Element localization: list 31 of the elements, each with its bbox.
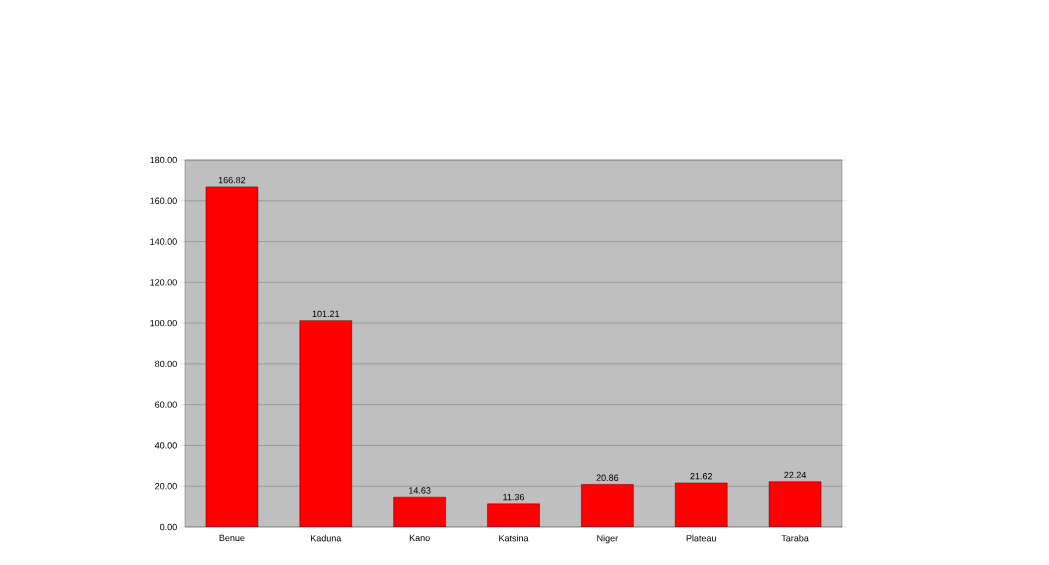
y-tick-label: 80.00 (155, 360, 177, 368)
bar (487, 503, 540, 527)
y-tick-label: 60.00 (155, 401, 177, 408)
data-label: 11.36 (503, 493, 525, 501)
data-label: 20.86 (596, 474, 619, 481)
y-tick-label: 100.00 (150, 319, 177, 327)
x-tick-label: Kano (409, 534, 430, 542)
y-tick-label: 180.00 (150, 156, 177, 164)
data-label: 21.62 (690, 473, 713, 480)
data-label: 101.21 (312, 310, 340, 318)
x-tick-label: Benue (219, 534, 245, 542)
bar (675, 482, 728, 527)
x-tick-label: Niger (597, 534, 618, 544)
x-tick-label: Katsina (499, 534, 529, 542)
bar (299, 320, 352, 527)
bar (205, 186, 259, 527)
y-tick-label: 120.00 (150, 279, 177, 286)
bar (581, 484, 634, 527)
data-label: 14.63 (409, 487, 431, 494)
x-tick-label: Plateau (686, 534, 716, 542)
x-tick-label: Taraba (781, 534, 809, 542)
y-tick-label: 0.00 (160, 523, 177, 531)
y-tick-label: 20.00 (155, 483, 177, 490)
x-tick-label: Kaduna (311, 534, 342, 542)
data-label: 166.82 (218, 176, 246, 184)
y-tick-label: 140.00 (150, 238, 177, 245)
bar (393, 496, 446, 527)
bar (768, 481, 822, 527)
data-label: 22.24 (784, 471, 807, 479)
y-tick-label: 160.00 (150, 197, 177, 204)
y-tick-label: 40.00 (154, 442, 177, 449)
